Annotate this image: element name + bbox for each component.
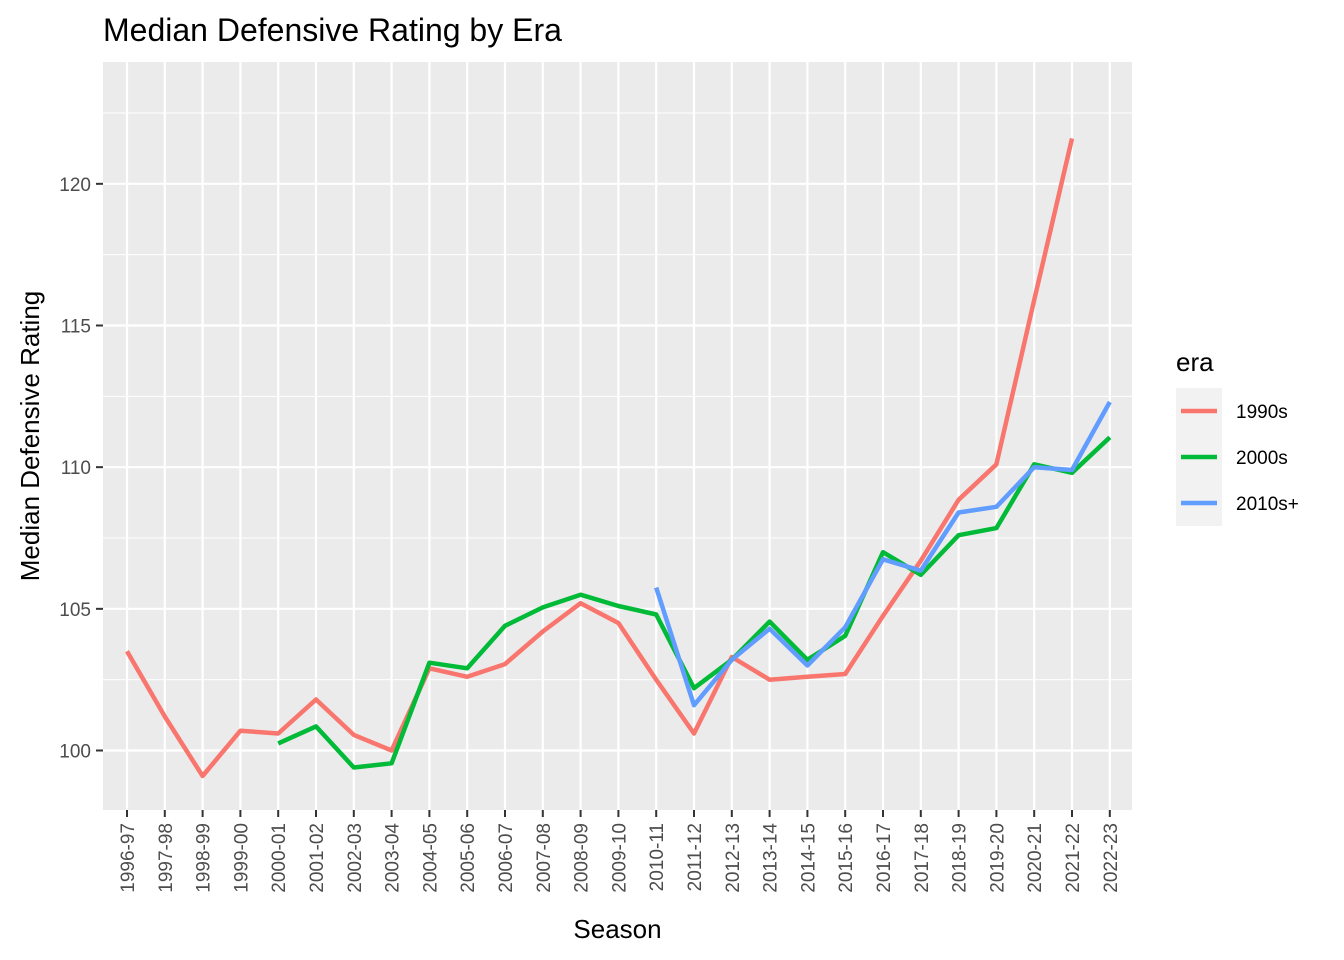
x-tick-label: 2000-01 [269, 823, 290, 893]
x-tick-label: 2016-17 [874, 823, 895, 893]
x-axis-title: Season [573, 914, 661, 944]
y-tick-label: 100 [59, 742, 91, 763]
x-axis: 1996-97 1997-98 1998-99 1999-00 2000-01 2001-… [118, 810, 1122, 893]
legend-label-2000s: 2000s [1236, 448, 1288, 469]
y-axis: 100 105 110 115 120 [59, 175, 103, 763]
x-tick-label: 2015-16 [836, 823, 857, 893]
chart-title: Median Defensive Rating by Era [103, 12, 562, 48]
y-tick-label: 115 [61, 317, 91, 338]
x-tick-label: 2013-14 [761, 823, 782, 893]
x-tick-label: 2009-10 [609, 823, 630, 893]
legend: era 1990s 2000s 2010s+ [1176, 347, 1299, 526]
x-tick-label: 2011-12 [685, 823, 706, 891]
grid-major [103, 62, 1132, 810]
x-tick-label: 2004-05 [420, 823, 441, 893]
series-lines [125, 137, 1112, 779]
x-tick-label: 1996-97 [118, 823, 139, 893]
x-tick-label: 2020-21 [1025, 823, 1046, 893]
legend-title: era [1176, 347, 1214, 377]
legend-keys: 1990s 2000s 2010s+ [1176, 388, 1299, 526]
x-tick-label: 1999-00 [231, 823, 252, 893]
x-tick-label: 2002-03 [345, 823, 366, 893]
x-tick-label: 1997-98 [156, 823, 177, 893]
x-tick-label: 2018-19 [950, 823, 971, 893]
x-tick-label: 2008-09 [572, 823, 593, 893]
x-tick-label: 2005-06 [458, 823, 479, 893]
x-tick-label: 2001-02 [307, 823, 328, 893]
legend-label-1990s: 1990s [1236, 402, 1288, 423]
x-tick-label: 2017-18 [912, 823, 933, 893]
y-tick-label: 110 [61, 458, 91, 479]
x-tick-label: 2022-23 [1101, 823, 1122, 893]
legend-label-2010s: 2010s+ [1236, 494, 1299, 515]
x-tick-label: 2019-20 [987, 823, 1008, 893]
x-tick-label: 2006-07 [496, 823, 517, 893]
x-tick-label: 2021-22 [1063, 823, 1084, 893]
x-tick-label: 2014-15 [798, 823, 819, 893]
x-tick-label: 2012-13 [723, 823, 744, 893]
x-tick-label: 2007-08 [534, 823, 555, 893]
y-tick-label: 105 [59, 600, 91, 621]
y-tick-label: 120 [59, 175, 91, 196]
x-tick-label: 2003-04 [383, 823, 404, 893]
x-tick-label: 2010-11 [647, 823, 668, 891]
y-axis-title: Median Defensive Rating [15, 291, 45, 582]
x-tick-label: 1998-99 [194, 823, 215, 893]
